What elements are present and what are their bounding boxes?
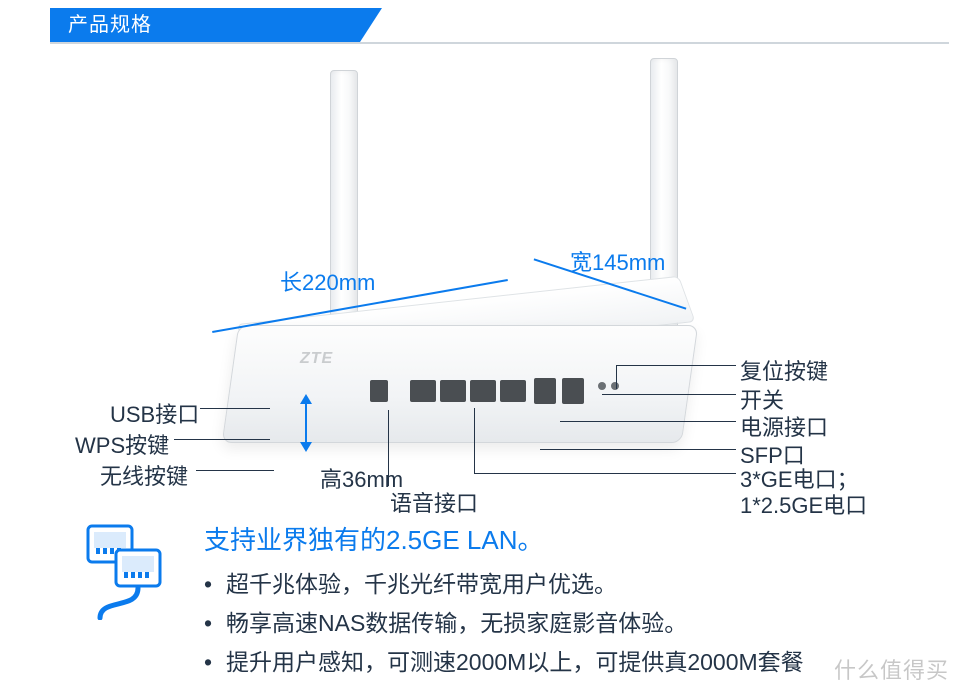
feature-bullet: 提升用户感知，可测速2000M以上，可提供真2000M套餐 bbox=[204, 643, 804, 682]
callout-lead bbox=[560, 421, 736, 422]
reset-button-icon bbox=[611, 382, 619, 390]
watermark: 什么值得买 bbox=[834, 653, 949, 685]
arrow-up-icon bbox=[300, 394, 312, 404]
lan-port-icon bbox=[500, 380, 526, 402]
dim-height-line bbox=[305, 400, 307, 444]
feature-text: 支持业界独有的2.5GE LAN。 超千兆体验，千兆光纤带宽用户优选。 畅享高速… bbox=[204, 520, 804, 682]
callout-lead bbox=[540, 449, 736, 450]
brand-logo: ZTE bbox=[300, 350, 333, 368]
callout-usb: USB接口 bbox=[110, 397, 199, 429]
power-port-icon bbox=[562, 378, 584, 404]
sfp-port-icon bbox=[534, 378, 556, 404]
lan-port-icon bbox=[470, 380, 496, 402]
header-underline bbox=[50, 42, 949, 44]
feature-block: 支持业界独有的2.5GE LAN。 超千兆体验，千兆光纤带宽用户优选。 畅享高速… bbox=[80, 520, 939, 682]
callout-lan2: 1*2.5GE电口 bbox=[740, 488, 867, 520]
callout-lead bbox=[560, 421, 561, 422]
callout-wireless: 无线按键 bbox=[100, 459, 188, 491]
callout-lead bbox=[616, 365, 617, 389]
voice-port-icon bbox=[370, 380, 388, 402]
ethernet-cable-icon bbox=[80, 520, 180, 620]
callout-lead bbox=[174, 439, 270, 440]
callout-reset: 复位按键 bbox=[740, 354, 828, 386]
callout-lead bbox=[474, 408, 475, 473]
lan-port-row bbox=[370, 380, 526, 402]
callout-lead bbox=[388, 410, 389, 486]
callout-voice: 语音接口 bbox=[390, 486, 478, 518]
header-triangle bbox=[360, 8, 382, 42]
callout-lead bbox=[474, 473, 736, 474]
arrow-down-icon bbox=[300, 442, 312, 452]
lan-port-icon bbox=[410, 380, 436, 402]
callout-lead bbox=[602, 394, 736, 395]
section-header: 产品规格 bbox=[50, 8, 360, 42]
section-title: 产品规格 bbox=[68, 14, 152, 36]
feature-title: 支持业界独有的2.5GE LAN。 bbox=[204, 520, 804, 557]
dim-width-label: 宽145mm bbox=[570, 245, 665, 277]
callout-lead bbox=[200, 408, 270, 409]
feature-bullet: 畅享高速NAS数据传输，无损家庭影音体验。 bbox=[204, 604, 804, 643]
feature-list: 超千兆体验，千兆光纤带宽用户优选。 畅享高速NAS数据传输，无损家庭影音体验。 … bbox=[204, 565, 804, 682]
sfp-port-row bbox=[534, 378, 584, 404]
callout-lead bbox=[196, 470, 274, 471]
feature-bullet: 超千兆体验，千兆光纤带宽用户优选。 bbox=[204, 565, 804, 604]
lan-port-icon bbox=[440, 380, 466, 402]
dim-length-label: 长220mm bbox=[280, 265, 375, 297]
callout-wps: WPS按键 bbox=[75, 428, 169, 460]
callout-lead bbox=[616, 365, 736, 366]
switch-button-icon bbox=[598, 382, 606, 390]
product-diagram: ZTE 长220mm 宽145mm 高36mm USB接口 WPS按键 无线按键… bbox=[0, 50, 959, 520]
